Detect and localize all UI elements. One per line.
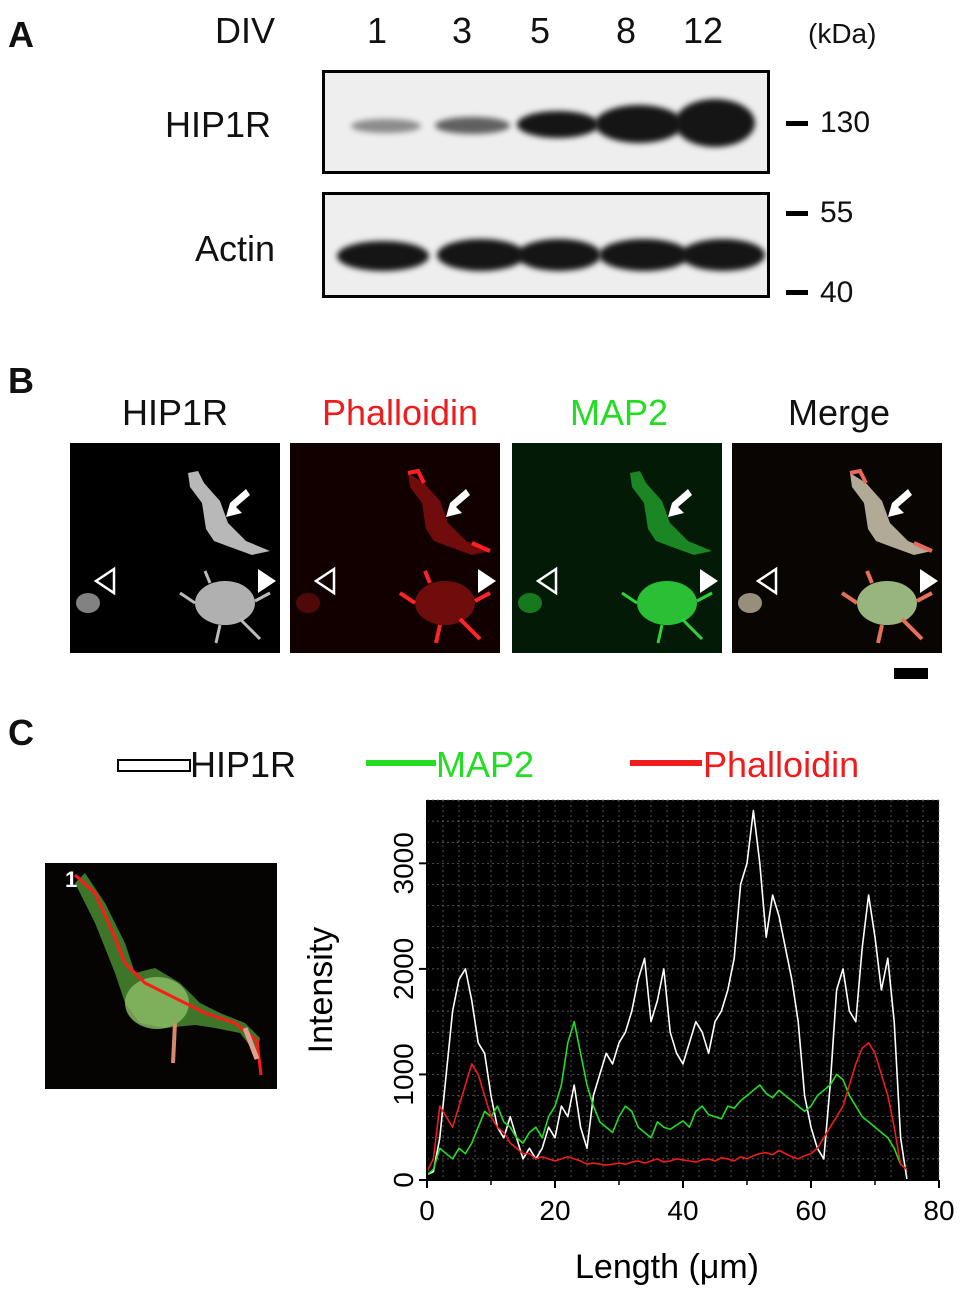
- lane-label: 5: [530, 10, 551, 51]
- x-tick-label: 60: [795, 1195, 826, 1226]
- series-layer: [426, 809, 908, 1181]
- marker-label: 55: [820, 196, 854, 229]
- series-line-hip1r: [426, 809, 908, 1181]
- series-line-map2: [426, 1020, 908, 1176]
- series-line-phalloidin: [426, 1042, 908, 1172]
- blot-band: [675, 99, 755, 147]
- blot-band: [517, 239, 601, 271]
- blot-band: [337, 241, 429, 271]
- panel-b-letter: B: [8, 360, 34, 401]
- panel-a-letter: A: [8, 14, 34, 55]
- legend-label-map2: MAP2: [436, 744, 535, 785]
- marker-label: 130: [820, 106, 871, 139]
- x-axis-label: Length (μm): [575, 1248, 759, 1286]
- marker-label: 40: [820, 276, 854, 309]
- channel-label-merge: Merge: [787, 392, 891, 433]
- blot-band: [595, 105, 683, 143]
- merge-micrograph: [732, 443, 942, 653]
- intensity-chart: 0 20 40 60 80 0 1000 2000 3000 Intensity Length …: [302, 799, 955, 1286]
- y-tick-label: 0: [388, 1172, 419, 1188]
- legend-swatch-phalloidin: [630, 760, 702, 766]
- blot-band: [599, 239, 689, 271]
- row-label-actin: Actin: [195, 228, 276, 269]
- blot-band: [517, 111, 599, 138]
- lane-label: 12: [683, 10, 724, 51]
- x-tick-label: 80: [923, 1195, 954, 1226]
- div-label: DIV: [215, 10, 276, 51]
- marker-tick: [786, 121, 808, 126]
- blot-band: [681, 239, 765, 271]
- panel-c-letter: C: [8, 712, 34, 753]
- legend-swatch-hip1r: [117, 759, 191, 772]
- blot-band: [351, 119, 421, 133]
- units-label: (kDa): [808, 18, 877, 49]
- blot-band: [437, 239, 525, 271]
- inset-line-label: 1: [65, 867, 78, 892]
- x-tick-label: 0: [419, 1195, 435, 1226]
- y-tick-label: 1000: [388, 1043, 419, 1105]
- y-tick-label: 2000: [388, 938, 419, 1000]
- channel-label-map2: MAP2: [569, 392, 669, 433]
- map2-micrograph: [512, 443, 722, 653]
- hip1r-micrograph: [70, 443, 280, 653]
- y-axis-label: Intensity: [302, 927, 340, 1054]
- y-tick-label: 3000: [388, 832, 419, 894]
- lane-label: 1: [367, 10, 388, 51]
- x-tick-label: 40: [667, 1195, 698, 1226]
- chart-grid: [426, 799, 940, 1181]
- scale-bar: [894, 668, 928, 679]
- channel-label-phalloidin: Phalloidin: [321, 392, 479, 433]
- marker-tick: [786, 290, 808, 295]
- inset-micrograph: 1: [45, 863, 277, 1089]
- chart-ticks: 0 20 40 60 80 0 1000 2000 3000: [388, 832, 955, 1226]
- hip1r-blot: [322, 70, 770, 174]
- legend-label-hip1r: HIP1R: [190, 744, 297, 785]
- legend-swatch-map2: [366, 760, 436, 766]
- legend-label-phalloidin: Phalloidin: [703, 744, 860, 785]
- lane-label: 8: [616, 10, 637, 51]
- lane-label: 3: [452, 10, 473, 51]
- actin-blot: [322, 192, 770, 298]
- channel-label-hip1r: HIP1R: [121, 392, 229, 433]
- x-tick-label: 20: [539, 1195, 570, 1226]
- marker-tick: [786, 211, 808, 216]
- phalloidin-micrograph: [290, 443, 500, 653]
- row-label-hip1r: HIP1R: [165, 104, 272, 145]
- blot-band: [435, 117, 510, 134]
